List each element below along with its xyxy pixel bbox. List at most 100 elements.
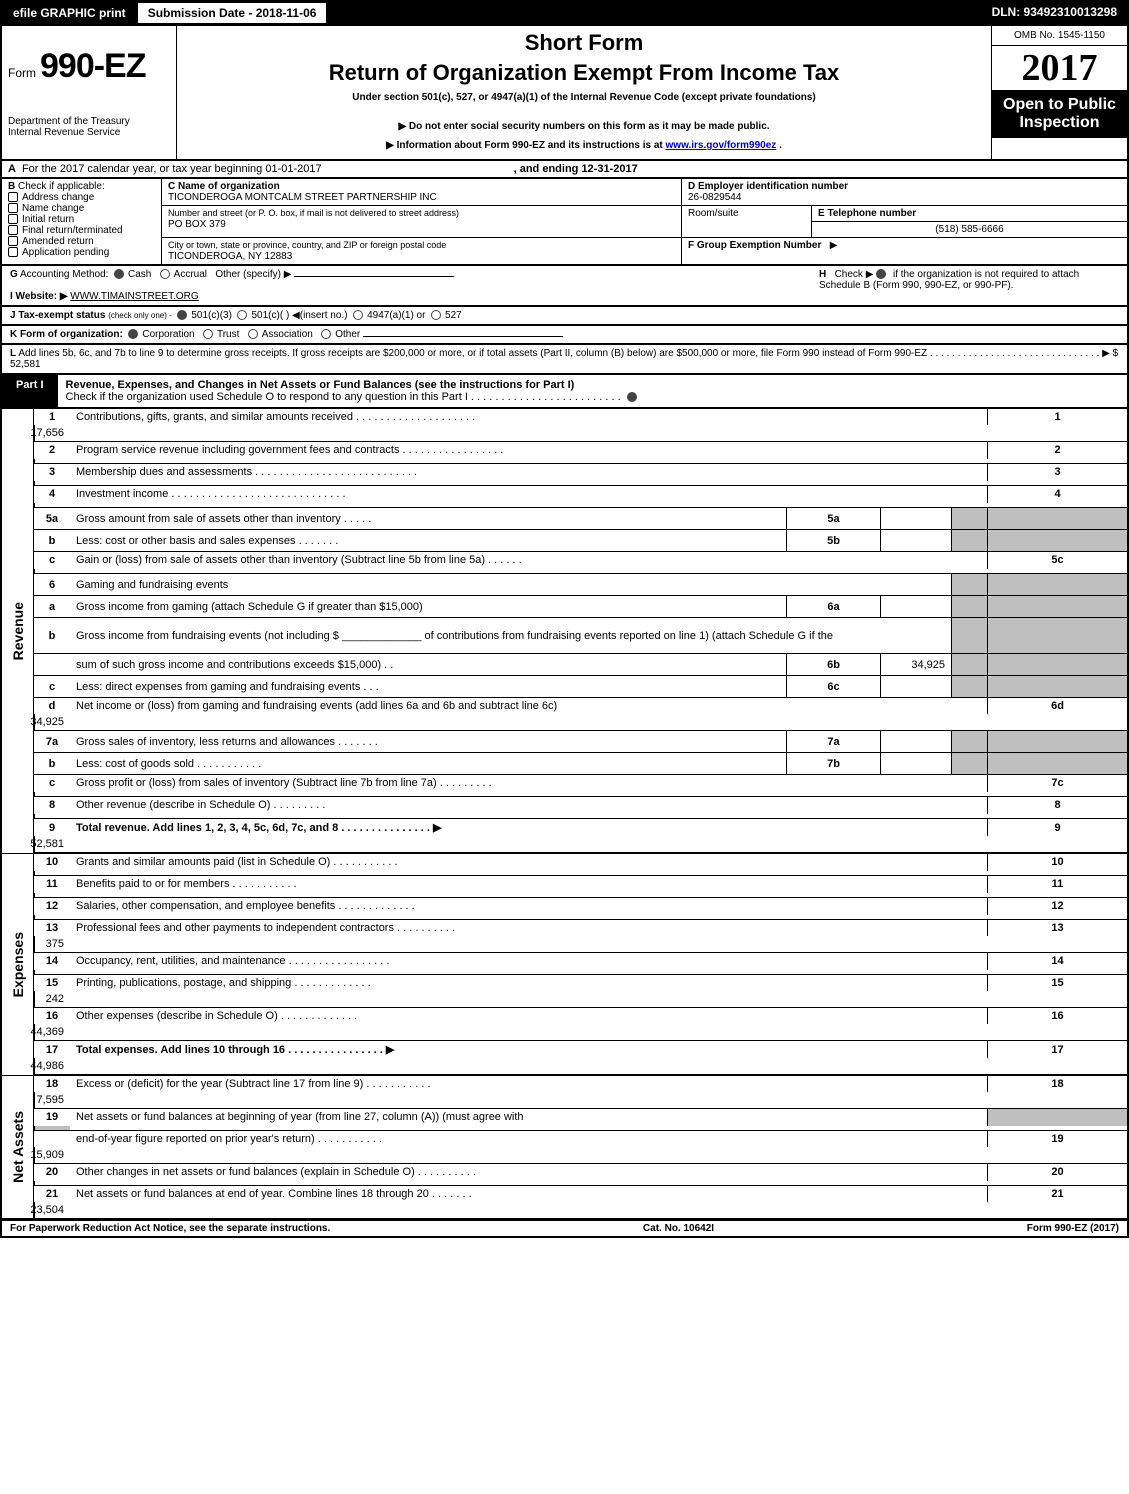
row-5c-rn: 5c bbox=[987, 552, 1127, 569]
527-radio[interactable] bbox=[431, 310, 441, 320]
line-j: J Tax-exempt status (check only one) - 5… bbox=[0, 307, 1129, 326]
row-19b-desc: end-of-year figure reported on prior yea… bbox=[70, 1131, 987, 1147]
amended-return-checkbox[interactable] bbox=[8, 236, 18, 246]
ssn-warning: ▶ Do not enter social security numbers o… bbox=[187, 117, 981, 136]
row-13-rn: 13 bbox=[987, 920, 1127, 936]
other-method-input[interactable] bbox=[294, 276, 454, 277]
line-a-ending: , and ending 12-31-2017 bbox=[514, 163, 638, 175]
row-16-desc: Other expenses (describe in Schedule O) … bbox=[70, 1008, 987, 1024]
row-7c-desc: Gross profit or (loss) from sales of inv… bbox=[70, 775, 987, 792]
row-5b: b Less: cost or other basis and sales ex… bbox=[34, 530, 1127, 552]
501c3-radio[interactable] bbox=[177, 310, 187, 320]
addr-change-checkbox[interactable] bbox=[8, 192, 18, 202]
row-5a-desc: Gross amount from sale of assets other t… bbox=[70, 508, 786, 529]
row-10: 10 Grants and similar amounts paid (list… bbox=[34, 854, 1127, 876]
row-18-val: 7,595 bbox=[34, 1092, 70, 1108]
row-2-desc: Program service revenue including govern… bbox=[70, 442, 987, 459]
row-19-shade2 bbox=[34, 1126, 70, 1131]
omb-label: OMB No. 1545-1150 bbox=[992, 26, 1127, 46]
row-3-desc: Membership dues and assessments . . . . … bbox=[70, 464, 987, 481]
initial-return-checkbox[interactable] bbox=[8, 214, 18, 224]
row-5a-shade2 bbox=[987, 508, 1127, 529]
accrual-radio[interactable] bbox=[160, 269, 170, 279]
row-9-num: 9 bbox=[34, 819, 70, 836]
row-16-val: 44,369 bbox=[34, 1024, 70, 1040]
row-5b-ival bbox=[881, 530, 951, 551]
row-7a-num: 7a bbox=[34, 731, 70, 752]
dln-label: DLN: 93492310013298 bbox=[982, 2, 1127, 24]
row-4-val bbox=[34, 503, 70, 508]
row-4-desc: Investment income . . . . . . . . . . . … bbox=[70, 486, 987, 503]
efile-print-button[interactable]: efile GRAPHIC print bbox=[2, 2, 137, 24]
check-if-label: Check if applicable: bbox=[18, 181, 105, 192]
row-10-rn: 10 bbox=[987, 854, 1127, 871]
row-6: 6 Gaming and fundraising events bbox=[34, 574, 1127, 596]
part-1-header: Part I Revenue, Expenses, and Changes in… bbox=[0, 375, 1129, 409]
trust-radio[interactable] bbox=[203, 329, 213, 339]
row-11-desc: Benefits paid to or for members . . . . … bbox=[70, 876, 987, 893]
row-15: 15 Printing, publications, postage, and … bbox=[34, 975, 1127, 1008]
row-7a-shade1 bbox=[951, 731, 987, 752]
row-6b: b Gross income from fundraising events (… bbox=[34, 618, 1127, 654]
line-b-letter: B bbox=[8, 181, 15, 192]
l-letter: L bbox=[10, 348, 16, 359]
row-17-val: 44,986 bbox=[34, 1058, 70, 1074]
revenue-label: Revenue bbox=[10, 602, 26, 660]
name-change-checkbox[interactable] bbox=[8, 203, 18, 213]
527-label: 527 bbox=[445, 310, 462, 321]
other-org-label: Other bbox=[335, 329, 360, 340]
row-2: 2 Program service revenue including gove… bbox=[34, 442, 1127, 464]
row-5c: c Gain or (loss) from sale of assets oth… bbox=[34, 552, 1127, 574]
row-7a-inum: 7a bbox=[786, 731, 881, 752]
netassets-rows: 18 Excess or (deficit) for the year (Sub… bbox=[34, 1076, 1127, 1218]
501c-label: 501(c)( ) ◀(insert no.) bbox=[251, 310, 347, 321]
part-1-schedule-o-checkbox[interactable] bbox=[627, 392, 637, 402]
other-org-input[interactable] bbox=[363, 336, 563, 337]
expenses-sidebar: Expenses bbox=[2, 854, 34, 1075]
row-11-num: 11 bbox=[34, 876, 70, 893]
h-checkbox[interactable] bbox=[876, 269, 886, 279]
room-cell: Room/suite bbox=[682, 206, 812, 238]
row-6a-num: a bbox=[34, 596, 70, 617]
row-6c-desc: Less: direct expenses from gaming and fu… bbox=[70, 676, 786, 697]
assoc-radio[interactable] bbox=[248, 329, 258, 339]
row-6d-val: 34,925 bbox=[34, 714, 70, 730]
footer-mid: Cat. No. 10642I bbox=[643, 1223, 714, 1234]
corp-radio[interactable] bbox=[128, 329, 138, 339]
j-tail: (check only one) - bbox=[108, 311, 172, 320]
row-9-val: 52,581 bbox=[34, 836, 70, 852]
entity-grid: B Check if applicable: Address change Na… bbox=[0, 179, 1129, 266]
4947-radio[interactable] bbox=[353, 310, 363, 320]
row-6b2-ival: 34,925 bbox=[881, 654, 951, 675]
row-2-num: 2 bbox=[34, 442, 70, 459]
accrual-label: Accrual bbox=[174, 269, 207, 280]
cash-radio[interactable] bbox=[114, 269, 124, 279]
ein-cell: D Employer identification number 26-0829… bbox=[682, 179, 1127, 206]
row-10-val bbox=[34, 871, 70, 876]
row-5b-desc: Less: cost or other basis and sales expe… bbox=[70, 530, 786, 551]
row-5b-shade1 bbox=[951, 530, 987, 551]
irs-link[interactable]: www.irs.gov/form990ez bbox=[666, 140, 777, 151]
row-4-rn: 4 bbox=[987, 486, 1127, 503]
501c-radio[interactable] bbox=[237, 310, 247, 320]
row-20: 20 Other changes in net assets or fund b… bbox=[34, 1164, 1127, 1186]
expenses-section: Expenses 10 Grants and similar amounts p… bbox=[0, 853, 1129, 1075]
other-org-radio[interactable] bbox=[321, 329, 331, 339]
footer-bar: For Paperwork Reduction Act Notice, see … bbox=[0, 1220, 1129, 1238]
city-value: TICONDEROGA, NY 12883 bbox=[168, 251, 292, 262]
website-link[interactable]: WWW.TIMAINSTREET.ORG bbox=[70, 291, 198, 302]
submission-date-label: Submission Date - 2018-11-06 bbox=[137, 2, 328, 24]
org-name: TICONDEROGA MONTCALM STREET PARTNERSHIP … bbox=[168, 192, 437, 203]
final-return-checkbox[interactable] bbox=[8, 225, 18, 235]
row-7b-desc: Less: cost of goods sold . . . . . . . .… bbox=[70, 753, 786, 774]
k-label: K Form of organization: bbox=[10, 329, 123, 340]
row-12-val bbox=[34, 915, 70, 920]
row-19b: end-of-year figure reported on prior yea… bbox=[34, 1131, 1127, 1164]
addr-change-label: Address change bbox=[22, 192, 94, 203]
open-public-2: Inspection bbox=[994, 114, 1125, 132]
open-public-badge: Open to Public Inspection bbox=[992, 90, 1127, 138]
other-method-label: Other (specify) ▶ bbox=[215, 269, 291, 280]
row-14-rn: 14 bbox=[987, 953, 1127, 970]
info-prefix: ▶ Information about Form 990-EZ and its … bbox=[386, 140, 665, 151]
app-pending-checkbox[interactable] bbox=[8, 247, 18, 257]
